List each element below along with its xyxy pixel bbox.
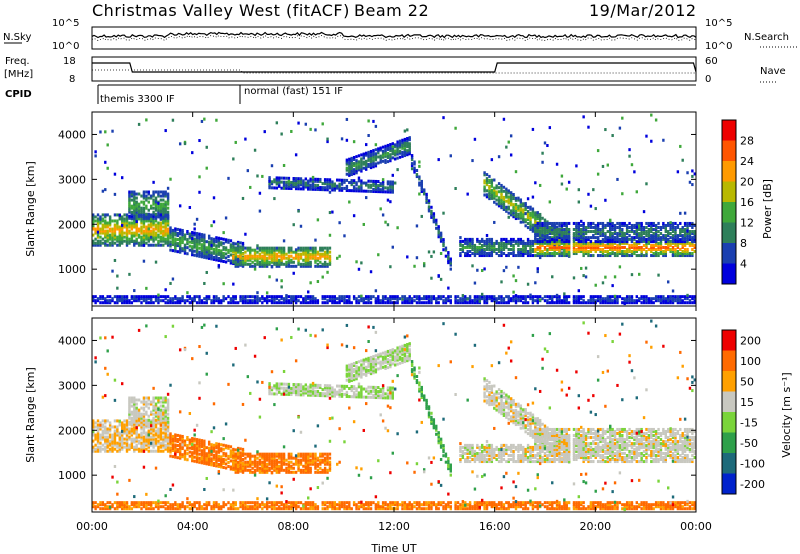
freq-tick-top: 18 <box>63 56 76 67</box>
colorbar-swatch <box>722 391 736 413</box>
cpid-label: CPID <box>5 89 32 100</box>
y-tick-label: 2000 <box>58 424 86 437</box>
nsky-tick-bottom: 10^0 <box>52 41 79 52</box>
freq-unit: [MHz] <box>4 69 33 80</box>
colorbar-tick: 200 <box>740 334 761 347</box>
nave-series <box>92 69 696 74</box>
power-colorbar-label: Power [dB] <box>761 179 774 239</box>
colorbar-swatch <box>722 181 736 203</box>
colorbar-tick: 100 <box>740 355 761 368</box>
cpid-mode-themis: themis 3300 IF <box>100 94 175 105</box>
colorbar-tick: -15 <box>740 416 758 429</box>
cpid-mode-normal: normal (fast) 151 IF <box>244 86 343 97</box>
x-tick-label: 00:00 <box>76 520 108 533</box>
date-title: 19/Mar/2012 <box>589 1 697 20</box>
power-heatmap <box>92 113 696 306</box>
x-axis: 00:00 04:00 08:00 12:00 16:00 20:00 00:00 <box>76 112 712 533</box>
beam-title: Beam 22 <box>354 1 429 20</box>
freq-tick-bottom: 8 <box>69 74 75 85</box>
colorbar-tick: -100 <box>740 457 765 470</box>
y-tick-label: 1000 <box>58 263 86 276</box>
colorbar-swatch <box>722 330 736 351</box>
colorbar-swatch <box>722 350 736 372</box>
velocity-colorbar-label: Velocity [m s⁻¹] <box>780 372 793 457</box>
colorbar-swatch <box>722 432 736 454</box>
velocity-heatmap <box>92 319 696 512</box>
x-tick-label: 12:00 <box>378 520 410 533</box>
y-tick-label: 3000 <box>58 173 86 186</box>
colorbar-tick: 15 <box>740 396 754 409</box>
colorbar-swatch <box>722 243 736 264</box>
freq-strip: Freq. [MHz] 18 8 60 0 Nave <box>4 56 786 85</box>
y-tick-label: 4000 <box>58 334 86 347</box>
colorbar-tick: 50 <box>740 375 754 388</box>
colorbar-tick: 12 <box>740 217 754 230</box>
x-tick-label: 00:00 <box>680 520 712 533</box>
x-tick-label: 20:00 <box>579 520 611 533</box>
station-title: Christmas Valley West (fitACF) <box>92 1 350 20</box>
nave-tick-top: 60 <box>705 56 718 67</box>
colorbar-swatch <box>722 161 736 182</box>
freq-series <box>92 62 697 73</box>
y-tick-label: 2000 <box>58 218 86 231</box>
power-panel: 4000 3000 2000 1000 Slant Range [km] 28 24 20… <box>24 111 774 307</box>
nsky-strip: N.Sky 10^5 10^0 10^5 10^0 N.Search <box>3 18 798 52</box>
colorbar-tick: 4 <box>740 258 747 271</box>
colorbar-swatch <box>722 453 736 474</box>
nave-label: Nave <box>760 66 786 77</box>
nsky-tick-top: 10^5 <box>52 18 79 29</box>
nsky-series <box>91 31 697 39</box>
colorbar-swatch <box>722 222 736 244</box>
x-tick-label: 04:00 <box>177 520 209 533</box>
velocity-ylabel: Slant Range [km] <box>24 367 37 463</box>
colorbar-swatch <box>722 140 736 162</box>
colorbar-tick: -200 <box>740 478 765 491</box>
colorbar-swatch <box>722 473 736 495</box>
x-tick-label: 08:00 <box>277 520 309 533</box>
x-tick-label: 16:00 <box>479 520 511 533</box>
colorbar-swatch <box>722 412 736 433</box>
colorbar-swatch <box>722 263 736 285</box>
nsearch-label: N.Search <box>744 32 789 43</box>
y-tick-label: 4000 <box>58 128 86 141</box>
colorbar-tick: 20 <box>740 176 754 189</box>
nave-tick-bottom: 0 <box>705 74 711 85</box>
colorbar-tick: 8 <box>740 237 747 250</box>
x-axis-label: Time UT <box>370 542 416 554</box>
y-tick-label: 1000 <box>58 469 86 482</box>
velocity-panel: 4000 3000 2000 1000 Slant Range [km] 200 100… <box>24 317 793 513</box>
colorbar-tick: 28 <box>740 135 754 148</box>
y-tick-label: 3000 <box>58 379 86 392</box>
colorbar-swatch <box>722 202 736 223</box>
freq-label: Freq. <box>5 56 30 67</box>
colorbar-tick: -50 <box>740 437 758 450</box>
colorbar-tick: 16 <box>740 196 754 209</box>
nsearch-tick-top: 10^5 <box>705 18 732 29</box>
power-ylabel: Slant Range [km] <box>24 161 37 257</box>
cpid-strip: CPID themis 3300 IF normal (fast) 151 IF <box>5 84 696 105</box>
colorbar-tick: 24 <box>740 155 754 168</box>
colorbar-swatch <box>722 371 736 392</box>
colorbar-swatch <box>722 120 736 141</box>
nsky-label: N.Sky <box>3 32 31 43</box>
nsearch-tick-bottom: 10^0 <box>705 41 732 52</box>
